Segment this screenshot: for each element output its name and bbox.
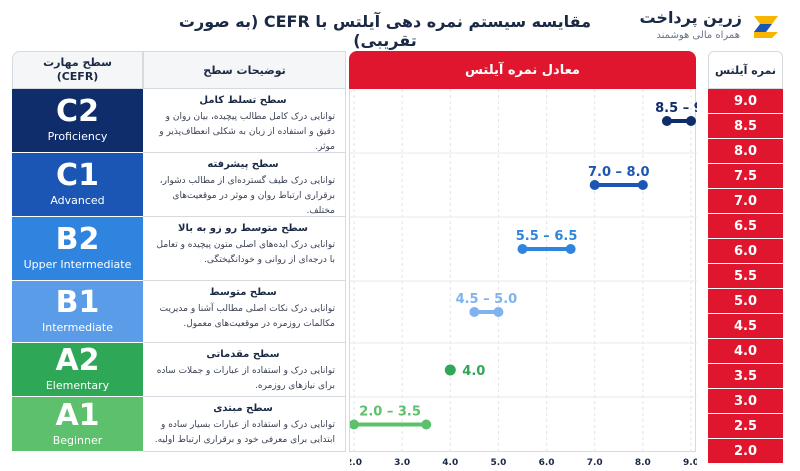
level-code: A1 xyxy=(55,397,100,433)
description-text: توانایی درک و استفاده از عبارات بسیار سا… xyxy=(154,420,335,445)
range-label: 5.5 – 6.5 xyxy=(516,229,578,244)
level-description-b1: سطح متوسط توانایی درک نکات اصلی مطالب آشن… xyxy=(143,281,346,343)
x-tick-label: 9.0 xyxy=(683,458,697,468)
description-text: توانایی درک و استفاده از عبارات و جملات … xyxy=(156,366,335,391)
band-score: 8.0 xyxy=(708,139,783,164)
description-title: سطح تسلط کامل xyxy=(199,95,287,106)
level-name: Proficiency xyxy=(47,130,108,143)
range-end-point xyxy=(493,307,504,317)
band-score: 5.5 xyxy=(708,264,783,289)
band-score: 4.5 xyxy=(708,314,783,339)
band-score: 3.0 xyxy=(708,389,783,414)
range-start-point xyxy=(517,244,528,254)
range-label: 8.5 – 9 xyxy=(655,101,697,116)
zarinpal-logo-icon xyxy=(754,16,778,38)
header-description: توضیحات سطح xyxy=(143,51,346,89)
band-score: 2.0 xyxy=(708,439,783,464)
description-text: توانایی درک طیف گسترده‌ای از مطالب دشوار… xyxy=(159,176,335,216)
x-tick-label: 6.0 xyxy=(539,458,555,468)
level-b1: B1 Intermediate xyxy=(12,281,143,343)
brand-tagline: همراه مالی هوشمند xyxy=(656,30,740,41)
range-label: 7.0 – 8.0 xyxy=(588,165,650,180)
level-code: B1 xyxy=(55,285,100,320)
level-description-a1: سطح مبتدی توانایی درک و استفاده از عبارات… xyxy=(143,397,346,452)
band-score: 3.5 xyxy=(708,364,783,389)
level-code: C1 xyxy=(56,158,99,193)
x-tick-label: 3.0 xyxy=(394,458,410,468)
brand-name: زرین پرداخت xyxy=(639,8,742,27)
x-tick-label: 7.0 xyxy=(587,458,603,468)
level-c1: C1 Advanced xyxy=(12,153,143,217)
level-description-b2: سطح متوسط رو زو به بالا توانایی درک ایده‌… xyxy=(143,217,346,281)
header-ielts-band: نمره آیلتس xyxy=(708,51,783,89)
range-end-point xyxy=(686,116,696,126)
level-b2: B2 Upper Intermediate xyxy=(12,217,143,281)
description-title: سطح مبتدی xyxy=(213,403,273,414)
band-score: 6.0 xyxy=(708,239,783,264)
range-end-point xyxy=(637,180,648,190)
header-cefr-title: سطح مهارت xyxy=(43,56,112,69)
description-text: توانایی درک نکات اصلی مطالب آشنا و مدیری… xyxy=(159,304,335,329)
description-text: توانایی درک ایده‌های اصلی متون پیچیده و … xyxy=(156,240,336,265)
description-text: توانایی درک کامل مطالب پیچیده، بیان روان… xyxy=(159,112,335,152)
level-code: C2 xyxy=(56,94,99,129)
description-title: سطح متوسط رو زو به بالا xyxy=(178,223,308,234)
range-end-point xyxy=(565,244,576,254)
level-description-c1: سطح پیشرفته توانایی درک طیف گسترده‌ای از … xyxy=(143,153,346,217)
brand-logo: زرین پرداخت همراه مالی هوشمند xyxy=(627,6,782,48)
header-ielts-equivalent: معادل نمره آیلتس xyxy=(349,51,696,89)
level-description-c2: سطح تسلط کامل توانایی درک کامل مطالب پیچی… xyxy=(143,89,346,153)
range-chart-svg: 2.0 3.0 4.0 5.0 6.0 7.0 8.0 9.0 8.5 – 9 7.0 – 8.0… xyxy=(350,89,697,468)
description-title: سطح مقدماتی xyxy=(206,349,280,360)
range-label: 4.0 xyxy=(462,364,485,379)
x-tick-label: 8.0 xyxy=(635,458,651,468)
x-tick-label: 2.0 xyxy=(350,458,362,468)
x-tick-label: 5.0 xyxy=(490,458,506,468)
header-cefr-sub: (CEFR) xyxy=(56,70,99,83)
range-start-point xyxy=(350,419,359,430)
level-name: Upper Intermediate xyxy=(23,258,132,271)
header-cefr-level: سطح مهارت (CEFR) xyxy=(12,51,143,89)
level-name: Advanced xyxy=(50,194,105,207)
level-a1: A1 Beginner xyxy=(12,397,143,452)
level-description-a2: سطح مقدماتی توانایی درک و استفاده از عبار… xyxy=(143,343,346,397)
description-title: سطح متوسط xyxy=(209,287,277,298)
description-title: سطح پیشرفته xyxy=(207,159,279,170)
level-name: Intermediate xyxy=(42,321,113,334)
level-name: Beginner xyxy=(52,433,103,447)
level-name: Elementary xyxy=(45,379,110,392)
page-title: مقایسه سیستم نمره دهی آیلتس با CEFR (به … xyxy=(178,12,592,50)
band-score: 6.5 xyxy=(708,214,783,239)
band-score: 8.5 xyxy=(708,114,783,139)
level-code: B2 xyxy=(55,222,100,257)
range-point-a2 xyxy=(444,364,456,376)
band-score: 7.5 xyxy=(708,164,783,189)
range-start-point xyxy=(589,180,600,190)
level-code: A2 xyxy=(55,343,100,378)
range-label: 2.0 – 3.5 xyxy=(359,405,421,420)
x-tick-label: 4.0 xyxy=(442,458,458,468)
band-score: 2.5 xyxy=(708,414,783,439)
band-score: 7.0 xyxy=(708,189,783,214)
range-end-point xyxy=(421,419,432,430)
range-label: 4.5 – 5.0 xyxy=(456,292,518,307)
band-score: 5.0 xyxy=(708,289,783,314)
level-a2: A2 Elementary xyxy=(12,343,143,397)
band-score: 9.0 xyxy=(708,89,783,114)
range-start-point xyxy=(661,116,672,126)
band-score: 4.0 xyxy=(708,339,783,364)
range-start-point xyxy=(469,307,480,317)
level-c2: C2 Proficiency xyxy=(12,89,143,153)
ielts-range-chart: 2.0 3.0 4.0 5.0 6.0 7.0 8.0 9.0 8.5 – 9 7.0 – 8.0… xyxy=(349,89,697,468)
